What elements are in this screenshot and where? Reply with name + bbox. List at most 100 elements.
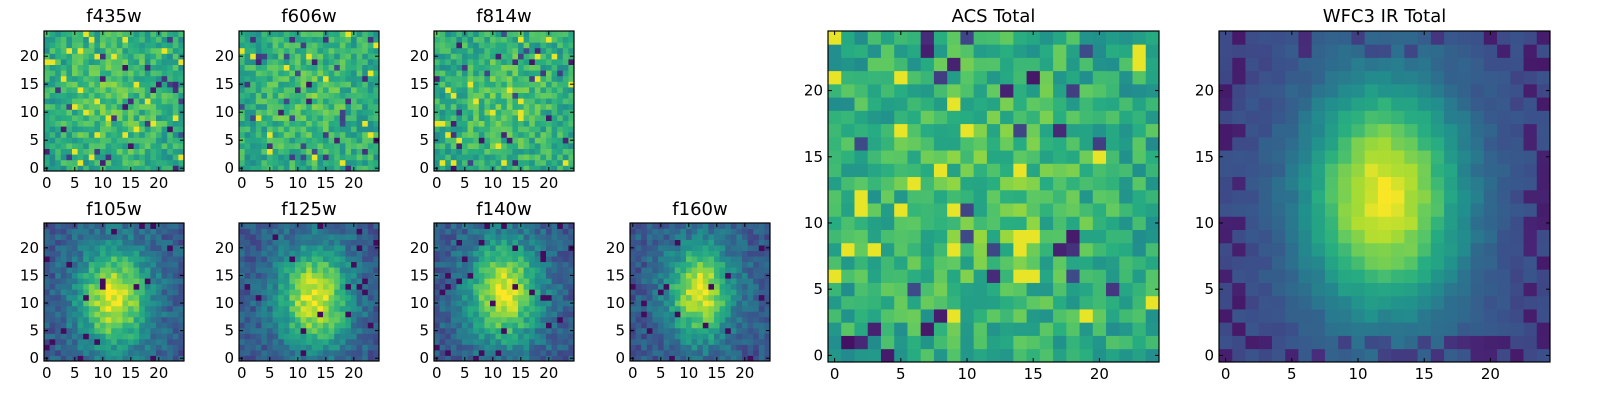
heatmap-cell [730,267,737,274]
heatmap-cell [462,92,468,99]
heatmap-cell [306,305,313,312]
heatmap-cell [518,316,524,323]
heatmap-cell [239,159,245,166]
heatmap-cell [534,228,541,235]
heatmap-cell [100,228,106,235]
heatmap-cell [439,120,446,127]
heatmap-cell [551,338,558,345]
heatmap-cell [1119,163,1133,178]
heatmap-cell [1000,295,1014,310]
heatmap-cell [568,59,575,65]
heatmap-cell [339,355,346,362]
heatmap-cell [244,98,251,105]
heatmap-cell [373,294,380,301]
heatmap-cell [311,344,318,351]
heatmap-cell [250,36,257,43]
heatmap-cell [686,239,692,246]
heatmap-cell [367,234,374,240]
heatmap-cell [100,267,106,274]
axes-frame [238,30,380,172]
heatmap-cell [105,300,112,307]
heatmap-cell [478,239,485,246]
heatmap-cell [646,278,653,285]
heatmap-cell [828,203,842,217]
heatmap-cell [501,75,508,82]
heatmap-cell [356,42,363,49]
heatmap-cell [128,311,134,318]
heatmap-cell [77,59,84,65]
heatmap-cell [272,272,279,279]
heatmap-cell [261,47,268,54]
heatmap-cell [529,143,536,149]
heatmap-cell [947,242,961,257]
heatmap-cell [128,239,134,246]
heatmap-cell [300,267,307,274]
heatmap-cell [495,349,502,356]
heatmap-cell [289,305,296,312]
heatmap-cell [490,53,496,60]
heatmap-cell [456,333,463,340]
heatmap-cell [311,289,318,296]
heatmap-cell [439,159,446,166]
heatmap-cell [150,81,157,88]
heatmap-cell [450,223,457,229]
heatmap-cell [83,261,90,268]
heatmap-cell [60,289,67,296]
heatmap-cell [445,109,452,116]
heatmap-cell [356,126,363,133]
heatmap-cell [328,87,335,93]
y-tick-label: 20 [410,47,429,65]
heatmap-cell [747,316,754,323]
heatmap-cell [250,53,257,60]
heatmap-cell [736,355,743,362]
heatmap-cell [986,256,1001,270]
heatmap-cell [351,87,357,93]
heatmap-cell [518,120,524,127]
heatmap-cell [306,278,313,285]
heatmap-cell [658,305,664,312]
heatmap-cell [311,64,318,71]
heatmap-cell [674,250,681,257]
heatmap-cell [867,203,882,217]
heatmap-cell [523,289,530,296]
heatmap-cell [529,316,536,323]
heatmap-cell [854,256,869,270]
heatmap-cell [311,103,318,110]
heatmap-cell [49,256,56,263]
heatmap-cell [367,327,374,334]
heatmap-cell [94,272,101,279]
heatmap-cell [562,250,569,257]
heatmap-cell [1079,163,1094,178]
heatmap-cell [495,53,502,60]
heatmap-cell [128,81,134,88]
heatmap-cell [167,53,174,60]
heatmap-cell [702,283,709,290]
heatmap-cell [367,59,374,65]
heatmap-cell [484,278,491,285]
heatmap-cell [362,70,369,77]
heatmap-cell [708,311,715,318]
heatmap-cell [88,316,95,323]
heatmap-cell [450,120,457,127]
heatmap-cell [172,47,179,54]
heatmap-cell [490,261,496,268]
heatmap-cell [334,355,341,362]
heatmap-cell [686,338,692,345]
heatmap-cell [150,92,157,99]
heatmap-cell [568,103,575,110]
heatmap-cell [250,333,257,340]
heatmap-cell [255,272,262,279]
heatmap-cell [467,148,474,155]
heatmap-cell [122,31,129,37]
heatmap-cell [44,333,50,340]
heatmap-cell [356,120,363,127]
heatmap-cell [60,75,67,82]
heatmap-cell [450,272,457,279]
heatmap-cell [758,316,765,323]
heatmap-cell [72,47,78,54]
heatmap-cell [674,311,681,318]
heatmap-cell [658,349,664,356]
heatmap-cell [708,278,715,285]
heatmap-cell [736,245,743,251]
